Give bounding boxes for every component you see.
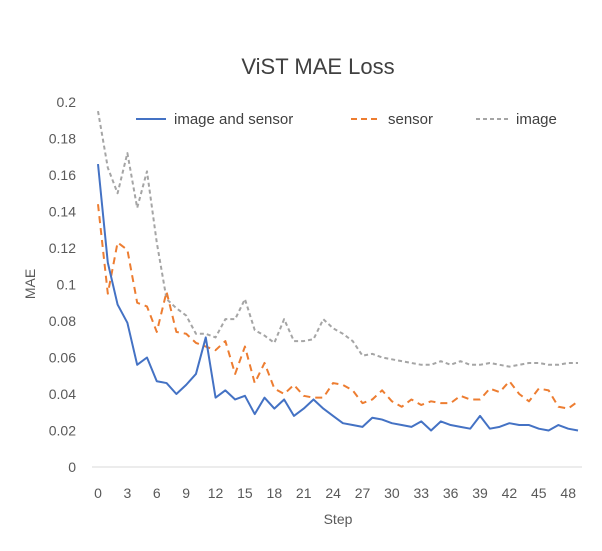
x-tick-label: 24 xyxy=(325,485,341,501)
x-tick-label: 18 xyxy=(267,485,283,501)
x-tick-label: 12 xyxy=(208,485,224,501)
x-axis-ticks: 0 3 6 9 12 15 18 21 24 27 30 33 36 39 42 45 48 xyxy=(94,485,576,501)
x-tick-label: 9 xyxy=(182,485,190,501)
legend-label-sensor: sensor xyxy=(388,111,433,128)
series-line-image xyxy=(97,110,578,368)
x-tick-label: 30 xyxy=(384,485,400,501)
y-tick-label: 0.14 xyxy=(49,204,76,220)
x-tick-label: 45 xyxy=(531,485,547,501)
legend-label-image-and-sensor: image and sensor xyxy=(174,111,293,128)
x-tick-label: 6 xyxy=(153,485,161,501)
y-tick-label: 0.16 xyxy=(49,167,76,183)
x-tick-label: 48 xyxy=(560,485,576,501)
y-tick-label: 0.06 xyxy=(49,350,76,366)
y-tick-label: 0.02 xyxy=(49,423,76,439)
y-tick-label: 0.2 xyxy=(57,94,77,110)
y-tick-label: 0.04 xyxy=(49,386,76,402)
y-tick-label: 0.08 xyxy=(49,313,76,329)
x-tick-label: 15 xyxy=(237,485,253,501)
x-tick-label: 3 xyxy=(123,485,131,501)
legend-label-image: image xyxy=(516,111,557,128)
series-line-image-and-sensor xyxy=(97,163,579,432)
x-tick-label: 42 xyxy=(502,485,518,501)
legend: image and sensor sensor image xyxy=(136,111,557,128)
series-line-sensor xyxy=(97,204,579,410)
x-tick-label: 36 xyxy=(443,485,459,501)
x-tick-label: 39 xyxy=(472,485,488,501)
x-axis-label: Step xyxy=(324,511,353,527)
x-tick-label: 33 xyxy=(413,485,429,501)
y-tick-label: 0.1 xyxy=(57,277,77,293)
x-tick-label: 27 xyxy=(355,485,371,501)
y-tick-label: 0.12 xyxy=(49,240,76,256)
y-tick-label: 0.18 xyxy=(49,131,76,147)
x-tick-label: 21 xyxy=(296,485,312,501)
x-tick-label: 0 xyxy=(94,485,102,501)
chart-title: ViST MAE Loss xyxy=(241,54,394,79)
y-axis-ticks: 0 0.02 0.04 0.06 0.08 0.1 0.12 0.14 0.16 0.18 0.2 xyxy=(49,94,76,475)
series-layer xyxy=(97,110,579,432)
y-tick-label: 0 xyxy=(68,459,76,475)
y-axis-label: MAE xyxy=(22,269,38,299)
